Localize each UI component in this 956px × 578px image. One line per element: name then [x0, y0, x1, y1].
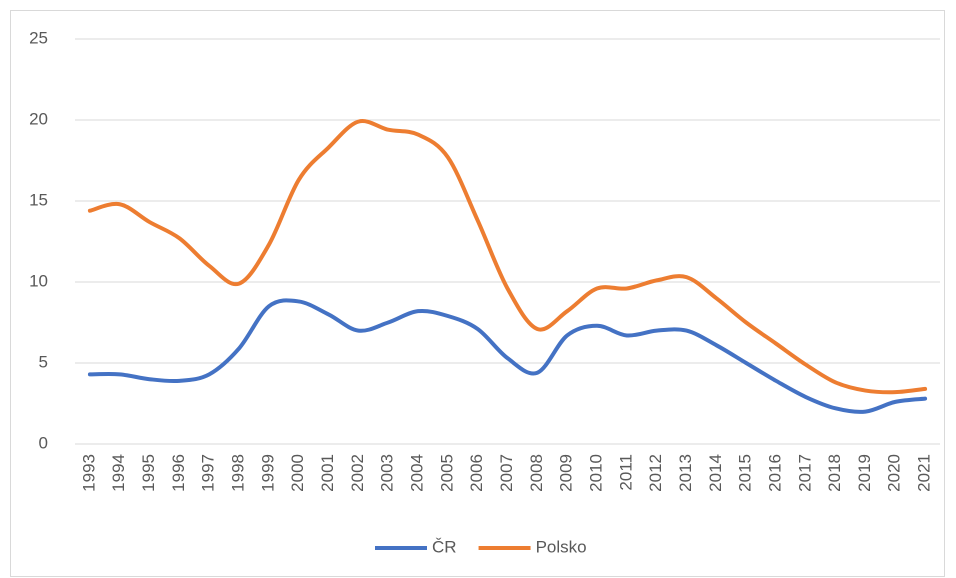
x-tick-label: 1995	[139, 454, 158, 492]
x-tick-label: 2010	[586, 454, 605, 492]
x-tick-label: 2019	[855, 454, 874, 492]
x-tick-label: 2018	[825, 454, 844, 492]
x-tick-label: 2013	[676, 454, 695, 492]
y-tick-label: 15	[29, 190, 48, 209]
x-tick-label: 2021	[915, 454, 934, 492]
y-tick-label: 20	[29, 109, 48, 128]
x-tick-label: 2015	[736, 454, 755, 492]
y-tick-label: 0	[39, 433, 48, 452]
x-tick-label: 2011	[616, 454, 635, 491]
x-tick-label: 1997	[199, 454, 218, 492]
x-tick-label: 1999	[258, 454, 277, 492]
x-tick-label: 2016	[765, 454, 784, 492]
x-tick-label: 2005	[437, 454, 456, 492]
x-tick-label: 2008	[527, 454, 546, 492]
x-tick-label: 2012	[646, 454, 665, 492]
x-tick-label: 2002	[348, 454, 367, 492]
x-tick-label: 2007	[497, 454, 516, 492]
x-tick-label: 1998	[229, 454, 248, 492]
x-tick-label: 1996	[169, 454, 188, 492]
x-tick-label: 2017	[795, 454, 814, 492]
y-tick-label: 5	[39, 352, 48, 371]
x-tick-label: 2003	[378, 454, 397, 492]
x-tick-label: 1994	[109, 454, 128, 492]
chart-border	[10, 10, 945, 577]
y-tick-label: 10	[29, 271, 48, 290]
legend-label: ČR	[432, 537, 457, 556]
x-tick-label: 2006	[467, 454, 486, 492]
x-tick-label: 2001	[318, 454, 337, 492]
x-tick-label: 2009	[557, 454, 576, 492]
x-tick-label: 1993	[79, 454, 98, 492]
y-tick-label: 25	[29, 28, 48, 47]
x-tick-label: 2000	[288, 454, 307, 492]
x-tick-label: 2014	[706, 454, 725, 492]
x-tick-label: 2004	[408, 454, 427, 492]
series-line	[87, 119, 928, 395]
legend-label: Polsko	[536, 537, 587, 556]
x-tick-label: 2020	[885, 454, 904, 492]
series-line	[87, 298, 928, 414]
